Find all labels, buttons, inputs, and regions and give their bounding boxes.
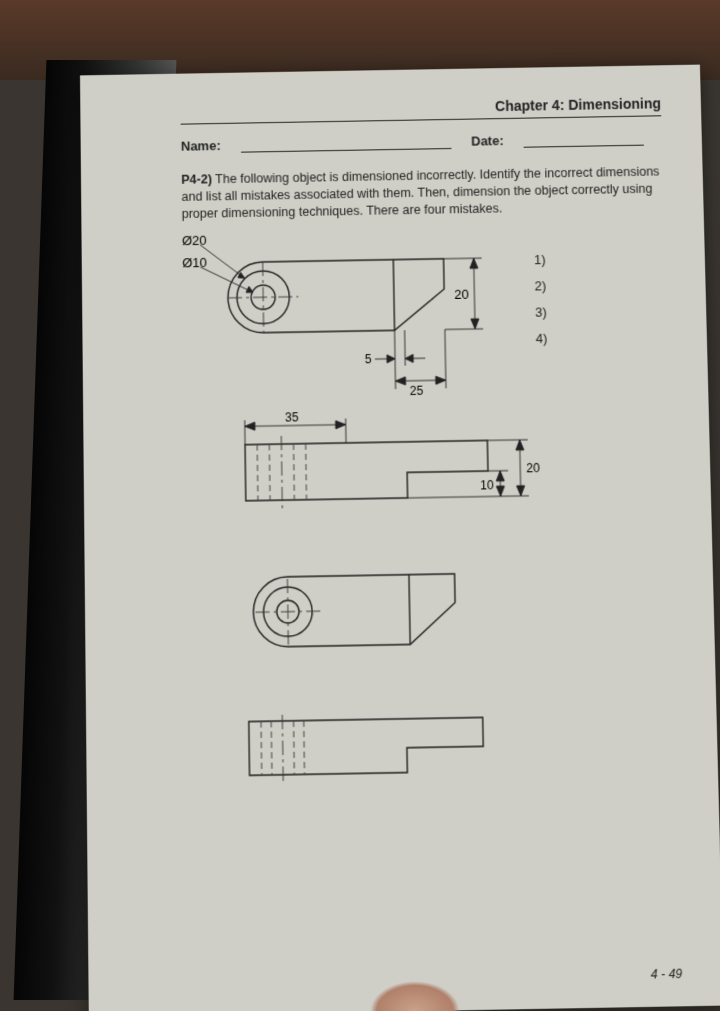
figure-row-1: Ø20 Ø10 20 bbox=[182, 224, 668, 404]
name-blank bbox=[241, 134, 452, 153]
dim-20-right: 20 bbox=[454, 286, 469, 301]
dim-f20: 20 bbox=[526, 461, 540, 476]
thumb-shadow bbox=[370, 981, 460, 1011]
problem-statement: P4-2) The following object is dimensione… bbox=[181, 163, 663, 222]
page-number: 4 - 49 bbox=[651, 967, 683, 982]
worksheet-page: Chapter 4: Dimensioning Name: Date: P4-2… bbox=[80, 65, 720, 1011]
date-label: Date: bbox=[471, 133, 504, 149]
dim-5: 5 bbox=[365, 352, 372, 366]
answer-3: 3) bbox=[535, 299, 547, 325]
front-view-dimensioned: 35 20 10 bbox=[204, 398, 550, 526]
answer-4: 4) bbox=[535, 325, 547, 352]
answer-1: 1) bbox=[534, 247, 546, 273]
top-view-blank bbox=[226, 552, 492, 680]
date-blank bbox=[524, 131, 645, 148]
answers-column: 1) 2) 3) 4) bbox=[534, 247, 548, 352]
answer-2: 2) bbox=[534, 273, 546, 299]
front-view-blank bbox=[218, 696, 525, 794]
dim-25: 25 bbox=[410, 383, 424, 397]
problem-text: The following object is dimensioned inco… bbox=[181, 164, 659, 220]
dim-35: 35 bbox=[285, 410, 299, 424]
problem-number: P4-2) bbox=[181, 172, 212, 187]
name-label: Name: bbox=[181, 138, 221, 154]
top-view-dimensioned: Ø20 Ø10 20 bbox=[182, 227, 517, 405]
name-date-row: Name: Date: bbox=[181, 130, 662, 153]
dia10-label: Ø10 bbox=[182, 254, 207, 270]
dim-f10: 10 bbox=[480, 478, 494, 493]
dia20-label: Ø20 bbox=[182, 232, 207, 248]
